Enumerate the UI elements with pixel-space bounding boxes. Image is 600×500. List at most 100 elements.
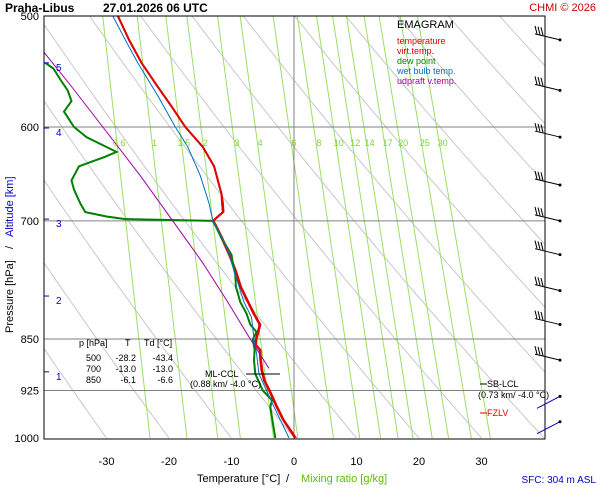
altitude-tick-label: 2 <box>56 296 62 307</box>
wind-barb-feather <box>537 207 541 216</box>
pressure-axis: 500 600 700 850 925 1000 <box>15 11 39 445</box>
altitude-tick-label: 4 <box>56 128 62 139</box>
dry-adiabat <box>499 16 545 67</box>
legend-item: temperature <box>397 36 446 46</box>
xlabel-temperature: Temperature [°C] <box>197 473 280 485</box>
wind-barb-feather <box>540 27 544 36</box>
mixing-ratio-line <box>217 16 274 439</box>
series-layer <box>44 16 297 439</box>
altitude-tick-label: 5 <box>56 63 62 74</box>
wind-barb-dot <box>558 88 562 92</box>
altitude-tick-label: 3 <box>56 219 62 230</box>
wind-barb-feather <box>537 26 541 35</box>
wind-barb-feather <box>534 25 538 34</box>
temperature-tick-label: -20 <box>161 456 177 468</box>
wind-barb <box>534 25 562 42</box>
mixing-ratio-label: 14 <box>364 138 374 148</box>
wind-barb-feather <box>540 241 544 251</box>
wind-barb-feather <box>537 277 541 286</box>
temperature-tick-label: -30 <box>99 456 115 468</box>
mixing-ratio-line <box>399 16 472 439</box>
dry-adiabat <box>44 262 170 439</box>
wind-barb-feather <box>537 346 541 355</box>
xlabel-mixing-ratio: Mixing ratio [g/kg] <box>301 473 387 485</box>
wind-barb-feather <box>540 124 544 133</box>
mixing-ratio-label: 10 <box>334 138 344 148</box>
mixing-ratio-line <box>416 16 491 439</box>
wind-barb-dot <box>558 289 562 293</box>
mixing-ratio-label: 4 <box>258 138 263 148</box>
series-udpraft-v-temp <box>44 51 270 369</box>
wind-barb-feather <box>540 172 544 181</box>
sb-lcl-detail: (0.73 km/ -4.0 °C) <box>478 390 549 400</box>
wind-barbs <box>534 25 562 435</box>
wind-barb-staff <box>534 353 561 361</box>
plot-frame <box>43 15 546 440</box>
mixing-ratio-label: 6 <box>292 138 297 148</box>
wind-barb <box>536 394 562 409</box>
mixing-ratio-label: 3 <box>234 138 239 148</box>
mixing-ratio-line <box>345 16 414 439</box>
dry-adiabat <box>242 16 545 373</box>
wind-barb-feather <box>534 206 538 215</box>
ylabel-altitude: Altitude [km] <box>4 176 16 237</box>
dry-adiabat <box>44 23 357 439</box>
dry-adiabat <box>294 16 545 309</box>
dry-adiabat <box>396 16 545 184</box>
surface-altitude: SFC: 304 m ASL <box>522 475 597 486</box>
wind-barb-feather <box>537 311 541 320</box>
table-cell: -6.6 <box>157 375 173 385</box>
ml-ccl-annotation: ML-CCL (0.88 km/ -4.0 °C) <box>190 369 280 389</box>
wind-barb-feather <box>534 76 538 85</box>
grid-layer <box>44 16 545 439</box>
mixing-ratio-label: 2 <box>203 138 208 148</box>
wind-barb-dot <box>558 135 562 139</box>
wind-barb-feather <box>534 122 538 132</box>
wind-barb-staff <box>534 178 561 186</box>
wind-barb-feather <box>537 171 541 180</box>
legend-item: udpraft v.temp. <box>397 76 456 86</box>
wind-barb-feather <box>540 208 544 217</box>
pressure-tick-label: 850 <box>21 334 39 346</box>
y-axis-title: Pressure [hPa] / Altitude [km] <box>4 176 16 333</box>
ml-ccl-label: ML-CCL <box>205 369 239 379</box>
wind-barb <box>534 170 562 187</box>
wind-barb-dot <box>558 38 562 42</box>
wind-barb-feather <box>540 277 544 287</box>
brand-label: CHMI © 2026 <box>529 2 596 14</box>
dry-adiabat <box>44 100 295 439</box>
wind-barb-staff <box>534 248 561 256</box>
mixing-ratio-line <box>332 16 399 439</box>
mixing-ratio-label: 0.6 <box>113 138 126 148</box>
dry-adiabat <box>345 16 545 246</box>
temperature-tick-label: 30 <box>475 456 487 468</box>
wind-barb <box>534 240 562 257</box>
wind-barb-feather <box>537 123 541 132</box>
ml-ccl-detail: (0.88 km/ -4.0 °C) <box>190 379 261 389</box>
mixing-ratio-line <box>136 16 188 439</box>
mixing-ratio-labels: 0.6 1 1.5 2 3 4 6 8 10 12 14 17 20 25 30 <box>113 138 448 148</box>
wind-barb <box>534 122 562 139</box>
legend-title: EMAGRAM <box>397 19 454 31</box>
fzlv-annotation: FZLV <box>480 408 508 418</box>
dry-adiabat <box>140 16 482 439</box>
wind-barb-dot <box>558 323 562 327</box>
wind-barb-staff <box>534 130 561 138</box>
mixing-ratio-label: 1.5 <box>178 138 191 148</box>
pressure-tick-label: 500 <box>21 11 39 23</box>
legend-item: virt.temp. <box>397 46 434 56</box>
wind-barb-feather <box>540 347 544 356</box>
pressure-tick-label: 925 <box>21 386 39 398</box>
dry-adiabat <box>44 179 232 439</box>
table-cell: -43.4 <box>152 353 173 363</box>
datetime: 27.01.2026 06 UTC <box>103 1 208 15</box>
ylabel-separator: / <box>4 245 16 249</box>
table-header-p: p [hPa] <box>79 338 108 348</box>
wind-barb <box>534 276 562 293</box>
mixing-ratio-line <box>296 16 361 439</box>
dry-adiabat <box>447 16 545 125</box>
dry-adiabat <box>191 16 545 439</box>
mixing-ratio-line <box>378 16 450 439</box>
